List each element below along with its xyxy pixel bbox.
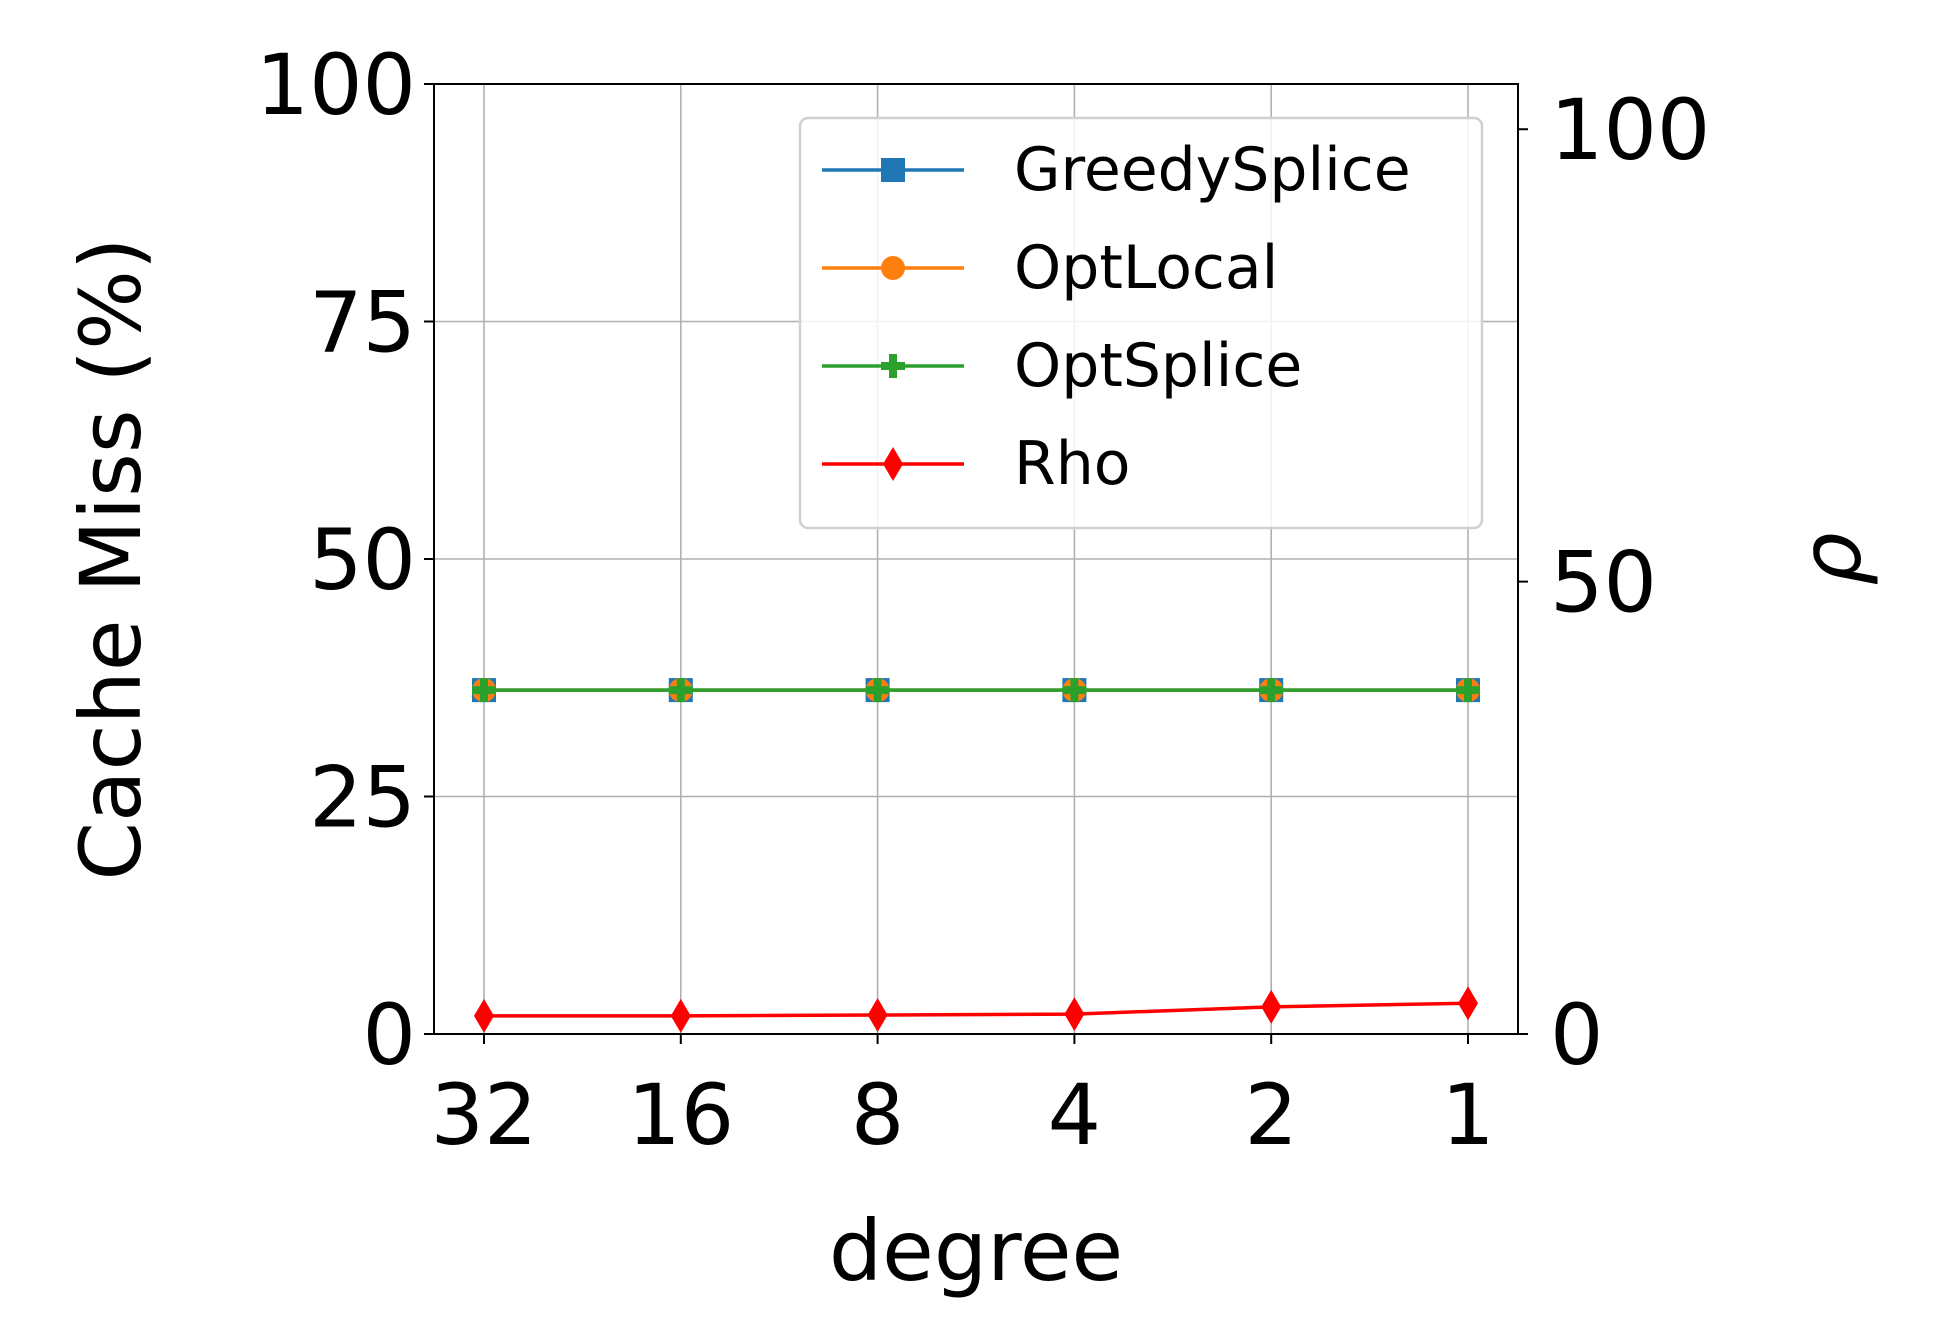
y2-tick-label: 100 — [1550, 81, 1710, 179]
rho-point — [1261, 989, 1282, 1024]
legend-marker-optsplice — [881, 354, 905, 378]
legend-box — [798, 116, 1484, 530]
legend: GreedySplice OptLocal OptSplice Rho — [798, 116, 1484, 530]
rho-point — [474, 998, 494, 1033]
y-axis-title: Cache Miss (%) — [62, 237, 160, 880]
optsplice-point — [1456, 678, 1480, 703]
x-tick-label: 16 — [627, 1066, 734, 1164]
y-tick-label: 100 — [256, 36, 416, 134]
series-layer — [472, 678, 1480, 1033]
legend-marker-optlocal — [881, 256, 905, 280]
legend-label-greedysplice: GreedySplice — [1014, 135, 1411, 205]
y2-tick-label: 0 — [1550, 986, 1603, 1084]
x-tick-label: 8 — [851, 1066, 904, 1164]
optsplice-point — [1062, 678, 1087, 703]
optsplice-point — [472, 678, 496, 703]
legend-label-optlocal: OptLocal — [1014, 233, 1278, 303]
rho-line — [484, 1001, 1469, 1018]
x-tick-label: 32 — [431, 1066, 538, 1164]
rho-point — [867, 998, 888, 1032]
rho-point — [1458, 986, 1478, 1021]
rho-point — [670, 998, 691, 1033]
optsplice-point — [668, 678, 693, 703]
optsplice-point — [1259, 678, 1284, 703]
optsplice-point — [865, 678, 890, 703]
x-tick-label: 1 — [1441, 1066, 1494, 1164]
legend-marker-rho — [883, 447, 903, 481]
y-tick-label: 25 — [309, 749, 416, 847]
rho-point — [1064, 997, 1085, 1032]
legend-label-rho: Rho — [1014, 429, 1130, 499]
y2-axis-title: ρ — [1782, 532, 1880, 585]
legend-marker-greedysplice — [881, 158, 905, 182]
x-tick-label: 2 — [1244, 1066, 1297, 1164]
y2-tick-label: 50 — [1550, 534, 1657, 632]
y-tick-label: 0 — [363, 986, 416, 1084]
y-tick-label: 50 — [309, 511, 416, 609]
y-tick-label: 75 — [309, 274, 416, 372]
x-axis-title: degree — [829, 1202, 1123, 1300]
legend-label-optsplice: OptSplice — [1014, 331, 1302, 401]
x-tick-label: 4 — [1048, 1066, 1101, 1164]
